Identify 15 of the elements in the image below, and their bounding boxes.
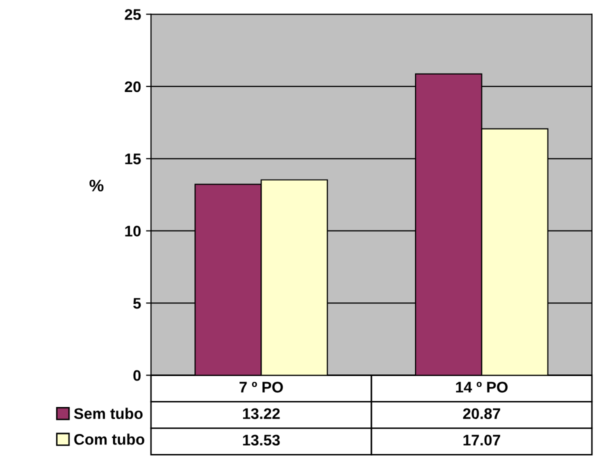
legend-label: Sem tubo	[74, 408, 143, 420]
legend-label: Com tubo	[74, 434, 144, 445]
data-label: 13.22	[243, 408, 280, 420]
y-tick-label: 15	[125, 154, 141, 164]
y-tick-label: 10	[125, 226, 141, 237]
data-label: 17.07	[464, 434, 500, 446]
x-tick-label: 7 º PO	[240, 382, 283, 393]
x-tick-label: 14 º PO	[456, 382, 508, 393]
y-axis-title: %	[90, 180, 104, 192]
y-tick-label: 20	[124, 81, 141, 92]
data-label: 13.53	[243, 434, 280, 446]
data-label: 20.87	[463, 408, 500, 420]
y-tick-label: 25	[124, 9, 141, 20]
y-tick-label: 0	[133, 370, 141, 381]
y-tick-label: 5	[133, 298, 141, 309]
